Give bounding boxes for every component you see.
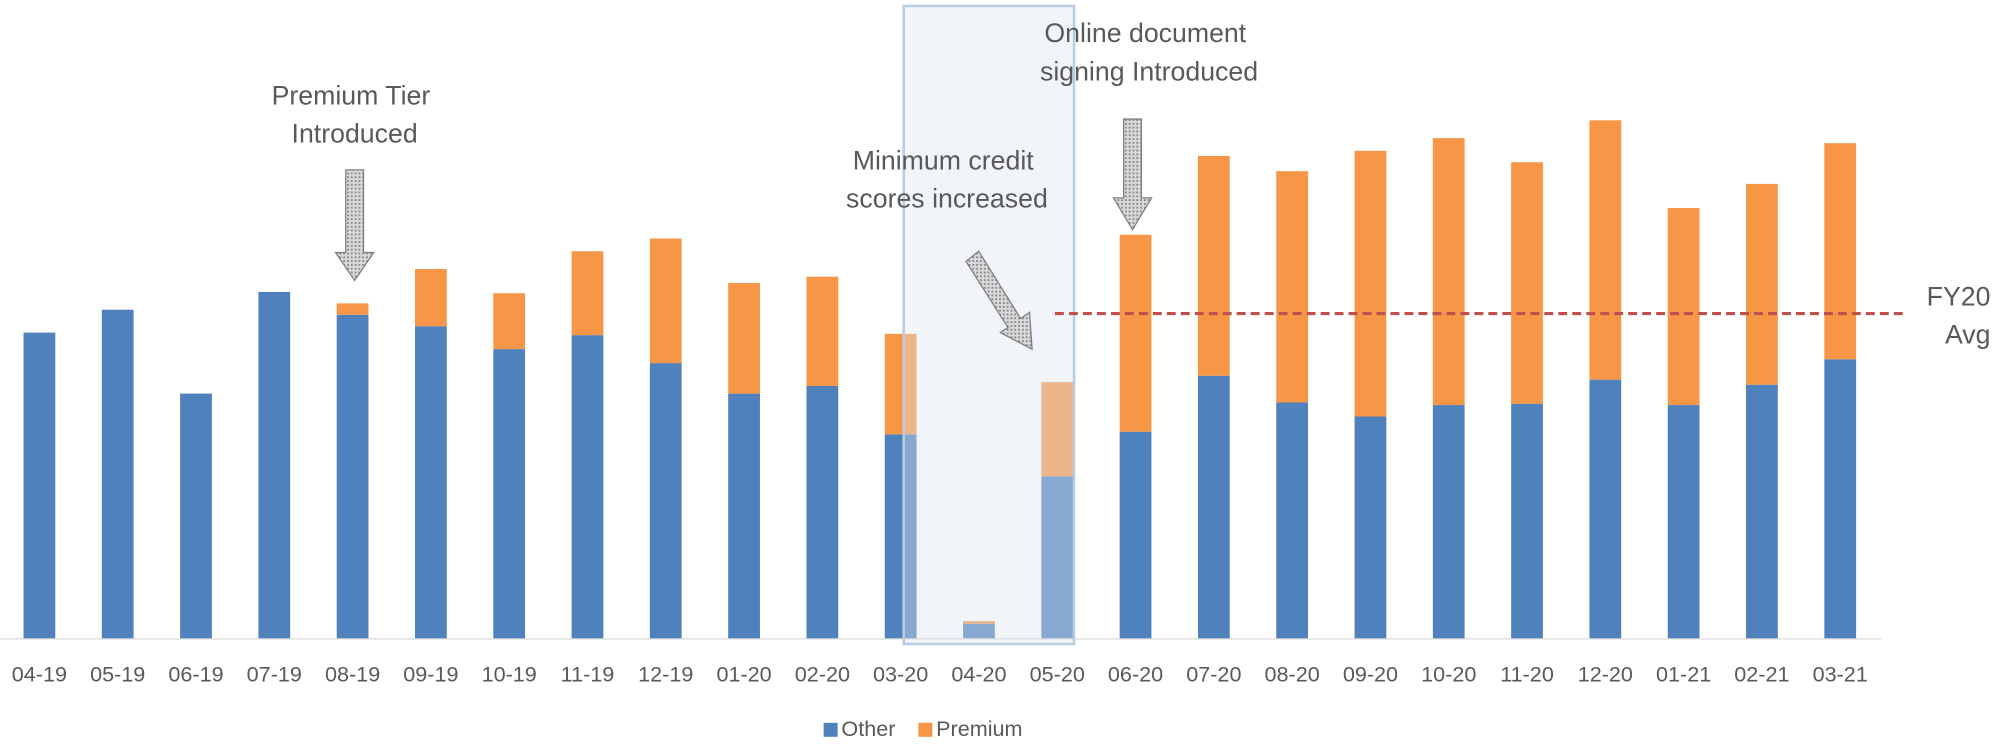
x-tick-label: 02-21 (1734, 661, 1789, 686)
x-tick-label: 10-19 (482, 661, 537, 686)
bar-segment (414, 269, 447, 327)
x-tick-label: 12-19 (638, 661, 693, 686)
arrow (1112, 118, 1153, 231)
bar-segment (884, 434, 917, 639)
bar-segment (1432, 138, 1465, 406)
bar-segment (1354, 150, 1387, 417)
bar-segment (1667, 405, 1700, 639)
bar-segment (1824, 359, 1857, 639)
x-tick-label: 11-20 (1500, 661, 1554, 686)
bar-segment (101, 309, 134, 639)
legend: Other Premium (823, 716, 1023, 741)
bar-segment (1041, 382, 1074, 477)
arrow (334, 169, 375, 282)
bar-segment (884, 333, 917, 435)
x-tick-label: 06-20 (1108, 661, 1163, 686)
arrow (965, 250, 1033, 351)
x-tick-label: 03-20 (873, 661, 928, 686)
bar-segment (258, 291, 291, 639)
legend-label: Other (841, 716, 895, 741)
bar-segment (1119, 431, 1152, 639)
x-tick-label: 09-19 (403, 661, 458, 686)
bar-segment (336, 314, 369, 639)
bar-segment (1276, 171, 1309, 403)
bar-segment (1511, 403, 1543, 639)
bar-segment (649, 238, 682, 364)
bar-segment (1589, 379, 1622, 639)
bar-segment (180, 393, 212, 639)
bar-segment (571, 251, 604, 336)
x-tick-label: 12-20 (1578, 661, 1633, 686)
annotation: Premium Tier Introduced (272, 81, 438, 149)
highlight-box (902, 4, 1076, 646)
x-tick-label: 01-20 (716, 661, 771, 686)
bar-segment (1197, 155, 1230, 376)
x-tick-label: 01-21 (1656, 661, 1711, 686)
x-tick-label: 06-19 (168, 661, 223, 686)
x-tick-label: 10-20 (1421, 661, 1476, 686)
legend-label: Premium (936, 716, 1022, 741)
x-tick-label: 08-19 (325, 661, 380, 686)
bar-segment (414, 326, 447, 639)
bar-segment (806, 276, 839, 386)
x-tick-label: 05-20 (1030, 661, 1085, 686)
legend-swatch (823, 722, 838, 737)
bar-segment (1589, 120, 1622, 380)
annotation: Online document signing Introduced (1040, 18, 1258, 86)
bar-segment (1197, 375, 1230, 639)
bar-segment (493, 293, 526, 350)
bar-segment (1276, 402, 1309, 639)
bar-segment (806, 385, 839, 639)
bar-segment (649, 363, 682, 639)
bar-segment (1746, 384, 1778, 639)
x-tick-label: 09-20 (1343, 661, 1398, 686)
legend-swatch (918, 722, 933, 737)
bar-segment (728, 283, 760, 394)
x-tick-label: 02-20 (795, 661, 850, 686)
bar-segment (1746, 183, 1778, 385)
x-tick-label: 04-20 (951, 661, 1006, 686)
x-tick-label: 08-20 (1265, 661, 1320, 686)
bar-segment (336, 303, 369, 315)
x-tick-label: 03-21 (1813, 661, 1868, 686)
bar-segment (493, 349, 526, 639)
bar-segment (728, 393, 760, 639)
reference-label: FY20 (1927, 281, 1991, 311)
plot (23, 120, 1857, 639)
bar-segment (1354, 416, 1387, 639)
reference-label: Avg (1945, 319, 1991, 349)
bar-segment (1511, 162, 1543, 404)
bar-segment (1041, 476, 1074, 639)
x-tick-label: 11-19 (561, 661, 615, 686)
bar-segment (23, 332, 56, 639)
bar-segment (571, 335, 604, 639)
bar-segment (963, 623, 995, 639)
bar-segment (1824, 143, 1857, 360)
annotation: Minimum credit scores increased (846, 145, 1048, 213)
x-tick-label: 04-19 (12, 661, 67, 686)
x-tick-label: 07-20 (1186, 661, 1241, 686)
bar-segment (1119, 234, 1152, 432)
x-tick-label: 05-19 (90, 661, 145, 686)
bar-segment (963, 621, 995, 624)
bar-segment (1667, 208, 1700, 406)
bar-segment (1432, 405, 1465, 639)
x-tick-label: 07-19 (247, 661, 302, 686)
